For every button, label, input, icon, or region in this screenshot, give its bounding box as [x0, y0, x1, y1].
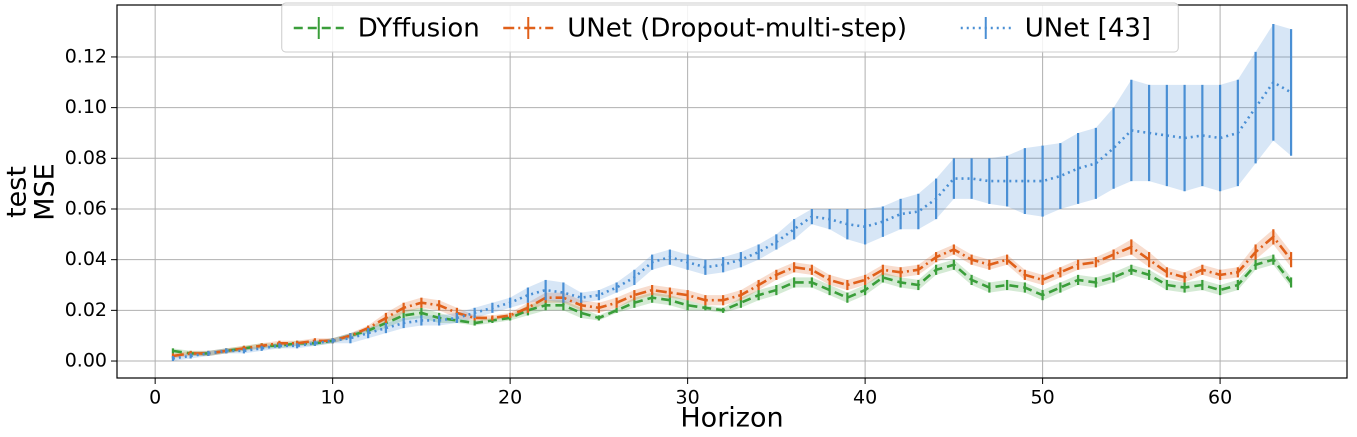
series-line — [172, 234, 1293, 358]
y-tick-label: 0.08 — [65, 147, 107, 169]
x-tick-label: 30 — [676, 387, 700, 409]
plot-frame — [116, 4, 1348, 379]
x-tick-label: 0 — [149, 387, 161, 409]
legend: DYffusion UNet (Dropout-multi-step) UNet [… — [281, 2, 1179, 53]
x-tick-label: 20 — [498, 387, 522, 409]
legend-frame — [281, 2, 1179, 53]
y-tick-label: 0.00 — [65, 350, 107, 372]
x-tick-label: 60 — [1208, 387, 1232, 409]
legend-label: UNet (Dropout-multi-step) — [567, 14, 907, 44]
y-axis-label: MSE — [30, 163, 61, 221]
legend-label: DYffusion — [358, 14, 480, 44]
y-axis-label: test — [2, 166, 33, 218]
y-tick-label: 0.06 — [65, 197, 107, 219]
x-tick-label: 40 — [853, 387, 877, 409]
series-line — [172, 258, 1293, 355]
y-tick-label: 0.02 — [65, 299, 107, 321]
x-axis-label: Horizon — [680, 403, 783, 434]
y-tick-label: 0.04 — [65, 248, 107, 270]
x-tick-label: 10 — [321, 387, 345, 409]
error-band — [172, 229, 1292, 359]
legend-label: UNet [43] — [1025, 14, 1151, 44]
y-tick-label: 0.12 — [65, 45, 107, 67]
x-tick-label: 50 — [1031, 387, 1055, 409]
error-band — [172, 24, 1292, 362]
y-tick-label: 0.10 — [65, 96, 107, 118]
